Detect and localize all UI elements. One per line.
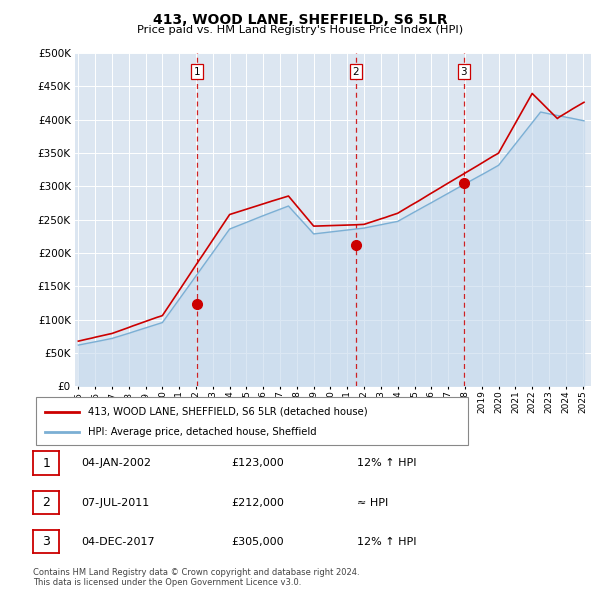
Text: 04-DEC-2017: 04-DEC-2017 bbox=[81, 537, 155, 546]
Text: £123,000: £123,000 bbox=[231, 458, 284, 468]
Text: 3: 3 bbox=[460, 67, 467, 77]
Text: £212,000: £212,000 bbox=[231, 498, 284, 507]
Text: Contains HM Land Registry data © Crown copyright and database right 2024.
This d: Contains HM Land Registry data © Crown c… bbox=[33, 568, 359, 587]
Text: 1: 1 bbox=[193, 67, 200, 77]
Text: 1: 1 bbox=[42, 457, 50, 470]
Text: 12% ↑ HPI: 12% ↑ HPI bbox=[357, 458, 416, 468]
Text: Price paid vs. HM Land Registry's House Price Index (HPI): Price paid vs. HM Land Registry's House … bbox=[137, 25, 463, 35]
Text: HPI: Average price, detached house, Sheffield: HPI: Average price, detached house, Shef… bbox=[88, 427, 316, 437]
Text: 12% ↑ HPI: 12% ↑ HPI bbox=[357, 537, 416, 546]
Text: 2: 2 bbox=[352, 67, 359, 77]
Text: ≈ HPI: ≈ HPI bbox=[357, 498, 388, 507]
Text: 04-JAN-2002: 04-JAN-2002 bbox=[81, 458, 151, 468]
Text: 07-JUL-2011: 07-JUL-2011 bbox=[81, 498, 149, 507]
FancyBboxPatch shape bbox=[36, 397, 468, 445]
Text: 413, WOOD LANE, SHEFFIELD, S6 5LR (detached house): 413, WOOD LANE, SHEFFIELD, S6 5LR (detac… bbox=[88, 407, 367, 417]
Text: £305,000: £305,000 bbox=[231, 537, 284, 546]
Text: 3: 3 bbox=[42, 535, 50, 548]
Text: 413, WOOD LANE, SHEFFIELD, S6 5LR: 413, WOOD LANE, SHEFFIELD, S6 5LR bbox=[152, 13, 448, 27]
Text: 2: 2 bbox=[42, 496, 50, 509]
